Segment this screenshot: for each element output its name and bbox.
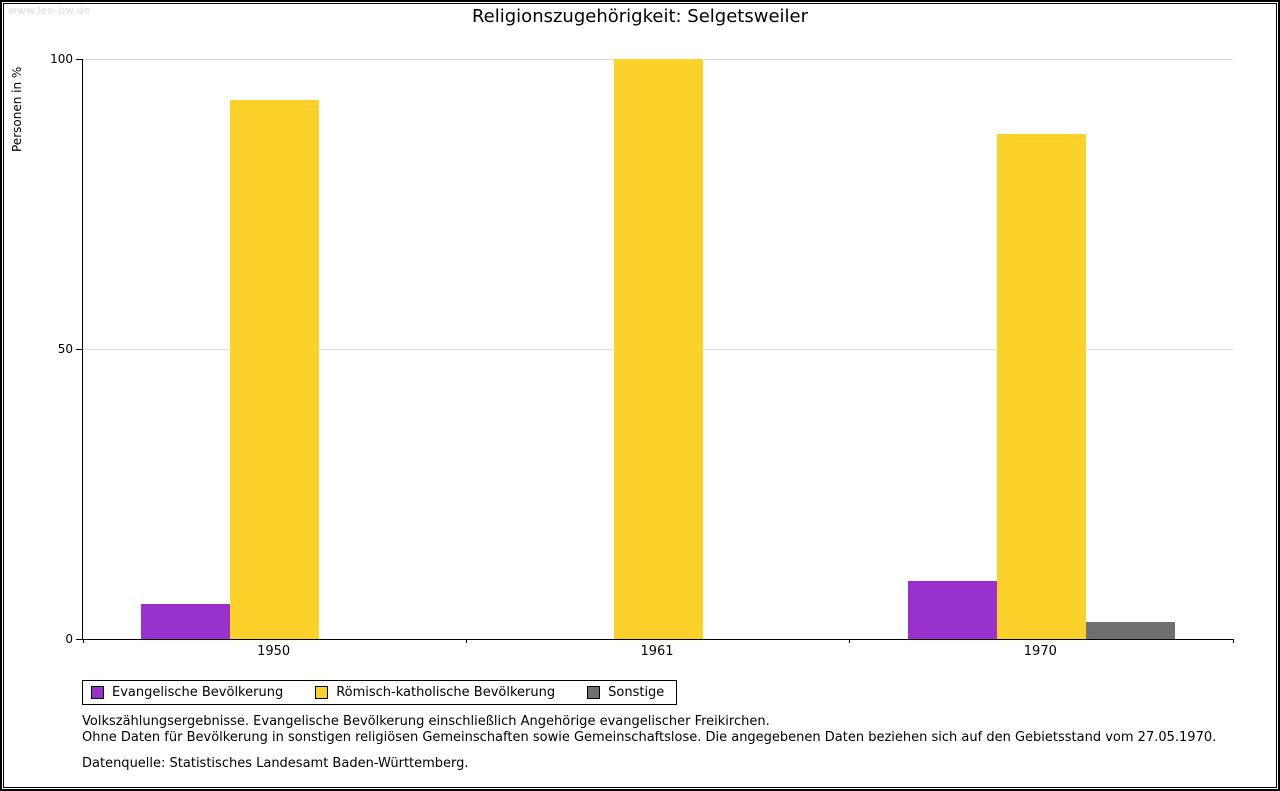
legend-label: Sonstige: [608, 685, 665, 700]
plot-area: 0 50 100: [50, 52, 1234, 646]
legend-label: Römisch-katholische Bevölkerung: [336, 685, 556, 700]
y-tick-label: 0: [65, 632, 73, 646]
footnote-line-1: Volkszählungsergebnisse. Evangelische Be…: [82, 714, 770, 729]
legend-item: Römisch-katholische Bevölkerung: [315, 685, 555, 700]
legend-swatch: [315, 686, 329, 699]
legend-label: Evangelische Bevölkerung: [112, 685, 284, 700]
bar: [1085, 621, 1175, 639]
x-tick-mark: [82, 639, 84, 643]
y-tick-mark: [76, 58, 82, 60]
legend-item: Evangelische Bevölkerung: [91, 685, 283, 700]
y-axis-label: Personen in %: [10, 66, 24, 152]
legend-swatch: [91, 686, 104, 699]
bar: [230, 99, 320, 639]
bar: [141, 604, 231, 639]
legend-item: Sonstige: [587, 685, 664, 700]
x-tick-mark: [465, 639, 467, 643]
footnotes: Volkszählungsergebnisse. Evangelische Be…: [82, 714, 1232, 772]
x-axis-label: 1970: [1023, 644, 1057, 659]
y-tick-mark: [76, 638, 82, 640]
watermark: www.leo-bw.de: [8, 4, 91, 17]
bar: [613, 59, 703, 639]
x-axis-labels: 1950 1961 1970: [82, 644, 1232, 660]
x-axis-label: 1961: [640, 644, 674, 659]
legend: Evangelische Bevölkerung Römisch-katholis…: [82, 680, 678, 705]
chart-title: Religionszugehörigkeit: Selgetsweiler: [471, 6, 808, 27]
footnote-line-2: Ohne Daten für Bevölkerung in sonstigen …: [82, 730, 1217, 746]
y-tick-label: 100: [50, 52, 73, 66]
legend-swatch: [587, 686, 601, 699]
x-tick-mark: [1232, 639, 1234, 643]
footnote-source: Datenquelle: Statistisches Landesamt Bad…: [82, 755, 469, 771]
x-axis-label: 1950: [257, 644, 291, 659]
bar: [996, 134, 1086, 639]
y-tick-label: 50: [57, 342, 73, 356]
x-tick-mark: [849, 639, 851, 643]
y-tick-mark: [76, 348, 82, 350]
bar: [907, 581, 997, 639]
